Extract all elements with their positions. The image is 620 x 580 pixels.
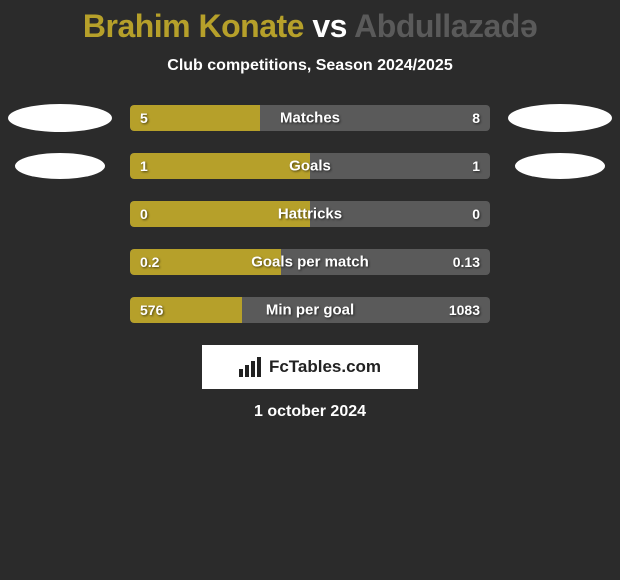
goal-indicator-left	[8, 104, 112, 132]
comparison-widget: Brahim Konate vs Abdullazadə Club compet…	[0, 0, 620, 421]
stat-bar: 576 Min per goal 1083	[130, 297, 490, 323]
stat-rows: 5 Matches 8 1 Goals 1 0 Hattricks 0 0.2 Goals per …	[0, 105, 620, 323]
stat-row: 5 Matches 8	[0, 105, 620, 131]
right-side	[500, 153, 620, 179]
left-value: 576	[140, 302, 163, 318]
left-side	[0, 153, 120, 179]
stat-row: 576 Min per goal 1083	[0, 297, 620, 323]
stat-label: Hattricks	[278, 206, 342, 223]
stat-label: Matches	[280, 110, 340, 127]
bar-left-fill	[130, 153, 310, 179]
right-value: 1	[472, 158, 480, 174]
stat-row: 1 Goals 1	[0, 153, 620, 179]
logo-text: FcTables.com	[269, 357, 381, 377]
bar-chart-icon	[239, 357, 263, 377]
fctables-logo: FcTables.com	[202, 345, 418, 389]
right-value: 8	[472, 110, 480, 126]
right-value: 1083	[449, 302, 480, 318]
goal-indicator-right	[508, 104, 612, 132]
stat-bar: 5 Matches 8	[130, 105, 490, 131]
stat-bar: 1 Goals 1	[130, 153, 490, 179]
stat-row: 0 Hattricks 0	[0, 201, 620, 227]
stat-row: 0.2 Goals per match 0.13	[0, 249, 620, 275]
goal-indicator-right	[515, 153, 605, 179]
left-value: 1	[140, 158, 148, 174]
left-value: 0.2	[140, 254, 159, 270]
right-side	[500, 104, 620, 132]
date-label: 1 october 2024	[0, 403, 620, 421]
left-value: 5	[140, 110, 148, 126]
stat-label: Goals	[289, 158, 331, 175]
goal-indicator-left	[15, 153, 105, 179]
subtitle: Club competitions, Season 2024/2025	[0, 57, 620, 75]
bar-left-fill	[130, 105, 260, 131]
player1-name: Brahim Konate	[83, 8, 304, 44]
right-value: 0.13	[453, 254, 480, 270]
left-side	[0, 104, 120, 132]
right-value: 0	[472, 206, 480, 222]
stat-label: Goals per match	[251, 254, 369, 271]
stat-bar: 0.2 Goals per match 0.13	[130, 249, 490, 275]
page-title: Brahim Konate vs Abdullazadə	[0, 8, 620, 45]
stat-bar: 0 Hattricks 0	[130, 201, 490, 227]
vs-text: vs	[304, 8, 354, 44]
player2-name: Abdullazadə	[354, 8, 537, 44]
stat-label: Min per goal	[266, 302, 354, 319]
left-value: 0	[140, 206, 148, 222]
